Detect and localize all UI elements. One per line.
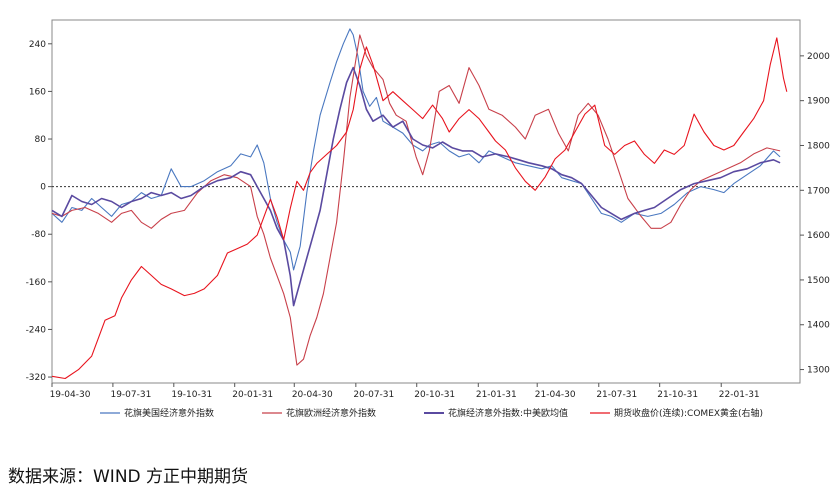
legend-label-2: 花旗欧洲经济意外指数 xyxy=(286,407,376,419)
x-tick-label: 21-01-31 xyxy=(476,390,517,400)
x-tick-label: 21-07-31 xyxy=(596,390,637,400)
left-tick-label: 80 xyxy=(35,135,47,145)
left-tick-label: 240 xyxy=(29,40,46,50)
right-tick-label: 2000 xyxy=(807,52,830,62)
right-tick-label: 1600 xyxy=(807,231,830,241)
x-tick-label: 21-04-30 xyxy=(535,390,576,400)
left-tick-label: -320 xyxy=(26,373,47,383)
x-tick-label: 19-10-31 xyxy=(171,390,212,400)
series-line-4 xyxy=(51,37,788,380)
x-tick-label: 20-10-31 xyxy=(414,390,455,400)
series-line-1 xyxy=(51,28,781,271)
legend-label-3: 花旗经济意外指数:中美欧均值 xyxy=(448,407,568,419)
series-line-3 xyxy=(51,66,781,307)
right-tick-label: 1400 xyxy=(807,321,830,331)
right-tick-label: 1500 xyxy=(807,276,830,286)
x-tick-label: 19-04-30 xyxy=(50,390,91,400)
plot-frame xyxy=(51,19,801,384)
right-tick-label: 1300 xyxy=(807,366,830,376)
left-tick-label: -240 xyxy=(26,325,47,335)
left-tick-label: 160 xyxy=(29,87,46,97)
legend-label-4: 期货收盘价(连续):COMEX黄金(右轴) xyxy=(614,407,763,419)
legend-label-1: 花旗美国经济意外指数 xyxy=(124,407,214,419)
left-tick-label: 0 xyxy=(40,183,46,193)
x-tick-label: 20-04-30 xyxy=(292,390,333,400)
source-note: 数据来源：WIND 方正中期期货 xyxy=(8,467,249,487)
chart-svg: 240 160 80 0 -80 -160 -240 -320 2000 1900 1800 1700… xyxy=(26,19,830,419)
x-tick-label: 20-07-31 xyxy=(353,390,394,400)
x-tick-label: 21-10-31 xyxy=(657,390,698,400)
right-tick-label: 1900 xyxy=(807,97,830,107)
left-tick-label: -160 xyxy=(26,278,47,288)
x-tick-label: 20-01-31 xyxy=(232,390,273,400)
right-tick-label: 1700 xyxy=(807,186,830,196)
left-tick-label: -80 xyxy=(31,230,46,240)
series-line-2 xyxy=(51,34,781,366)
x-tick-label: 19-07-31 xyxy=(110,390,151,400)
x-tick-label: 22-01-31 xyxy=(719,390,760,400)
right-tick-label: 1800 xyxy=(807,141,830,151)
